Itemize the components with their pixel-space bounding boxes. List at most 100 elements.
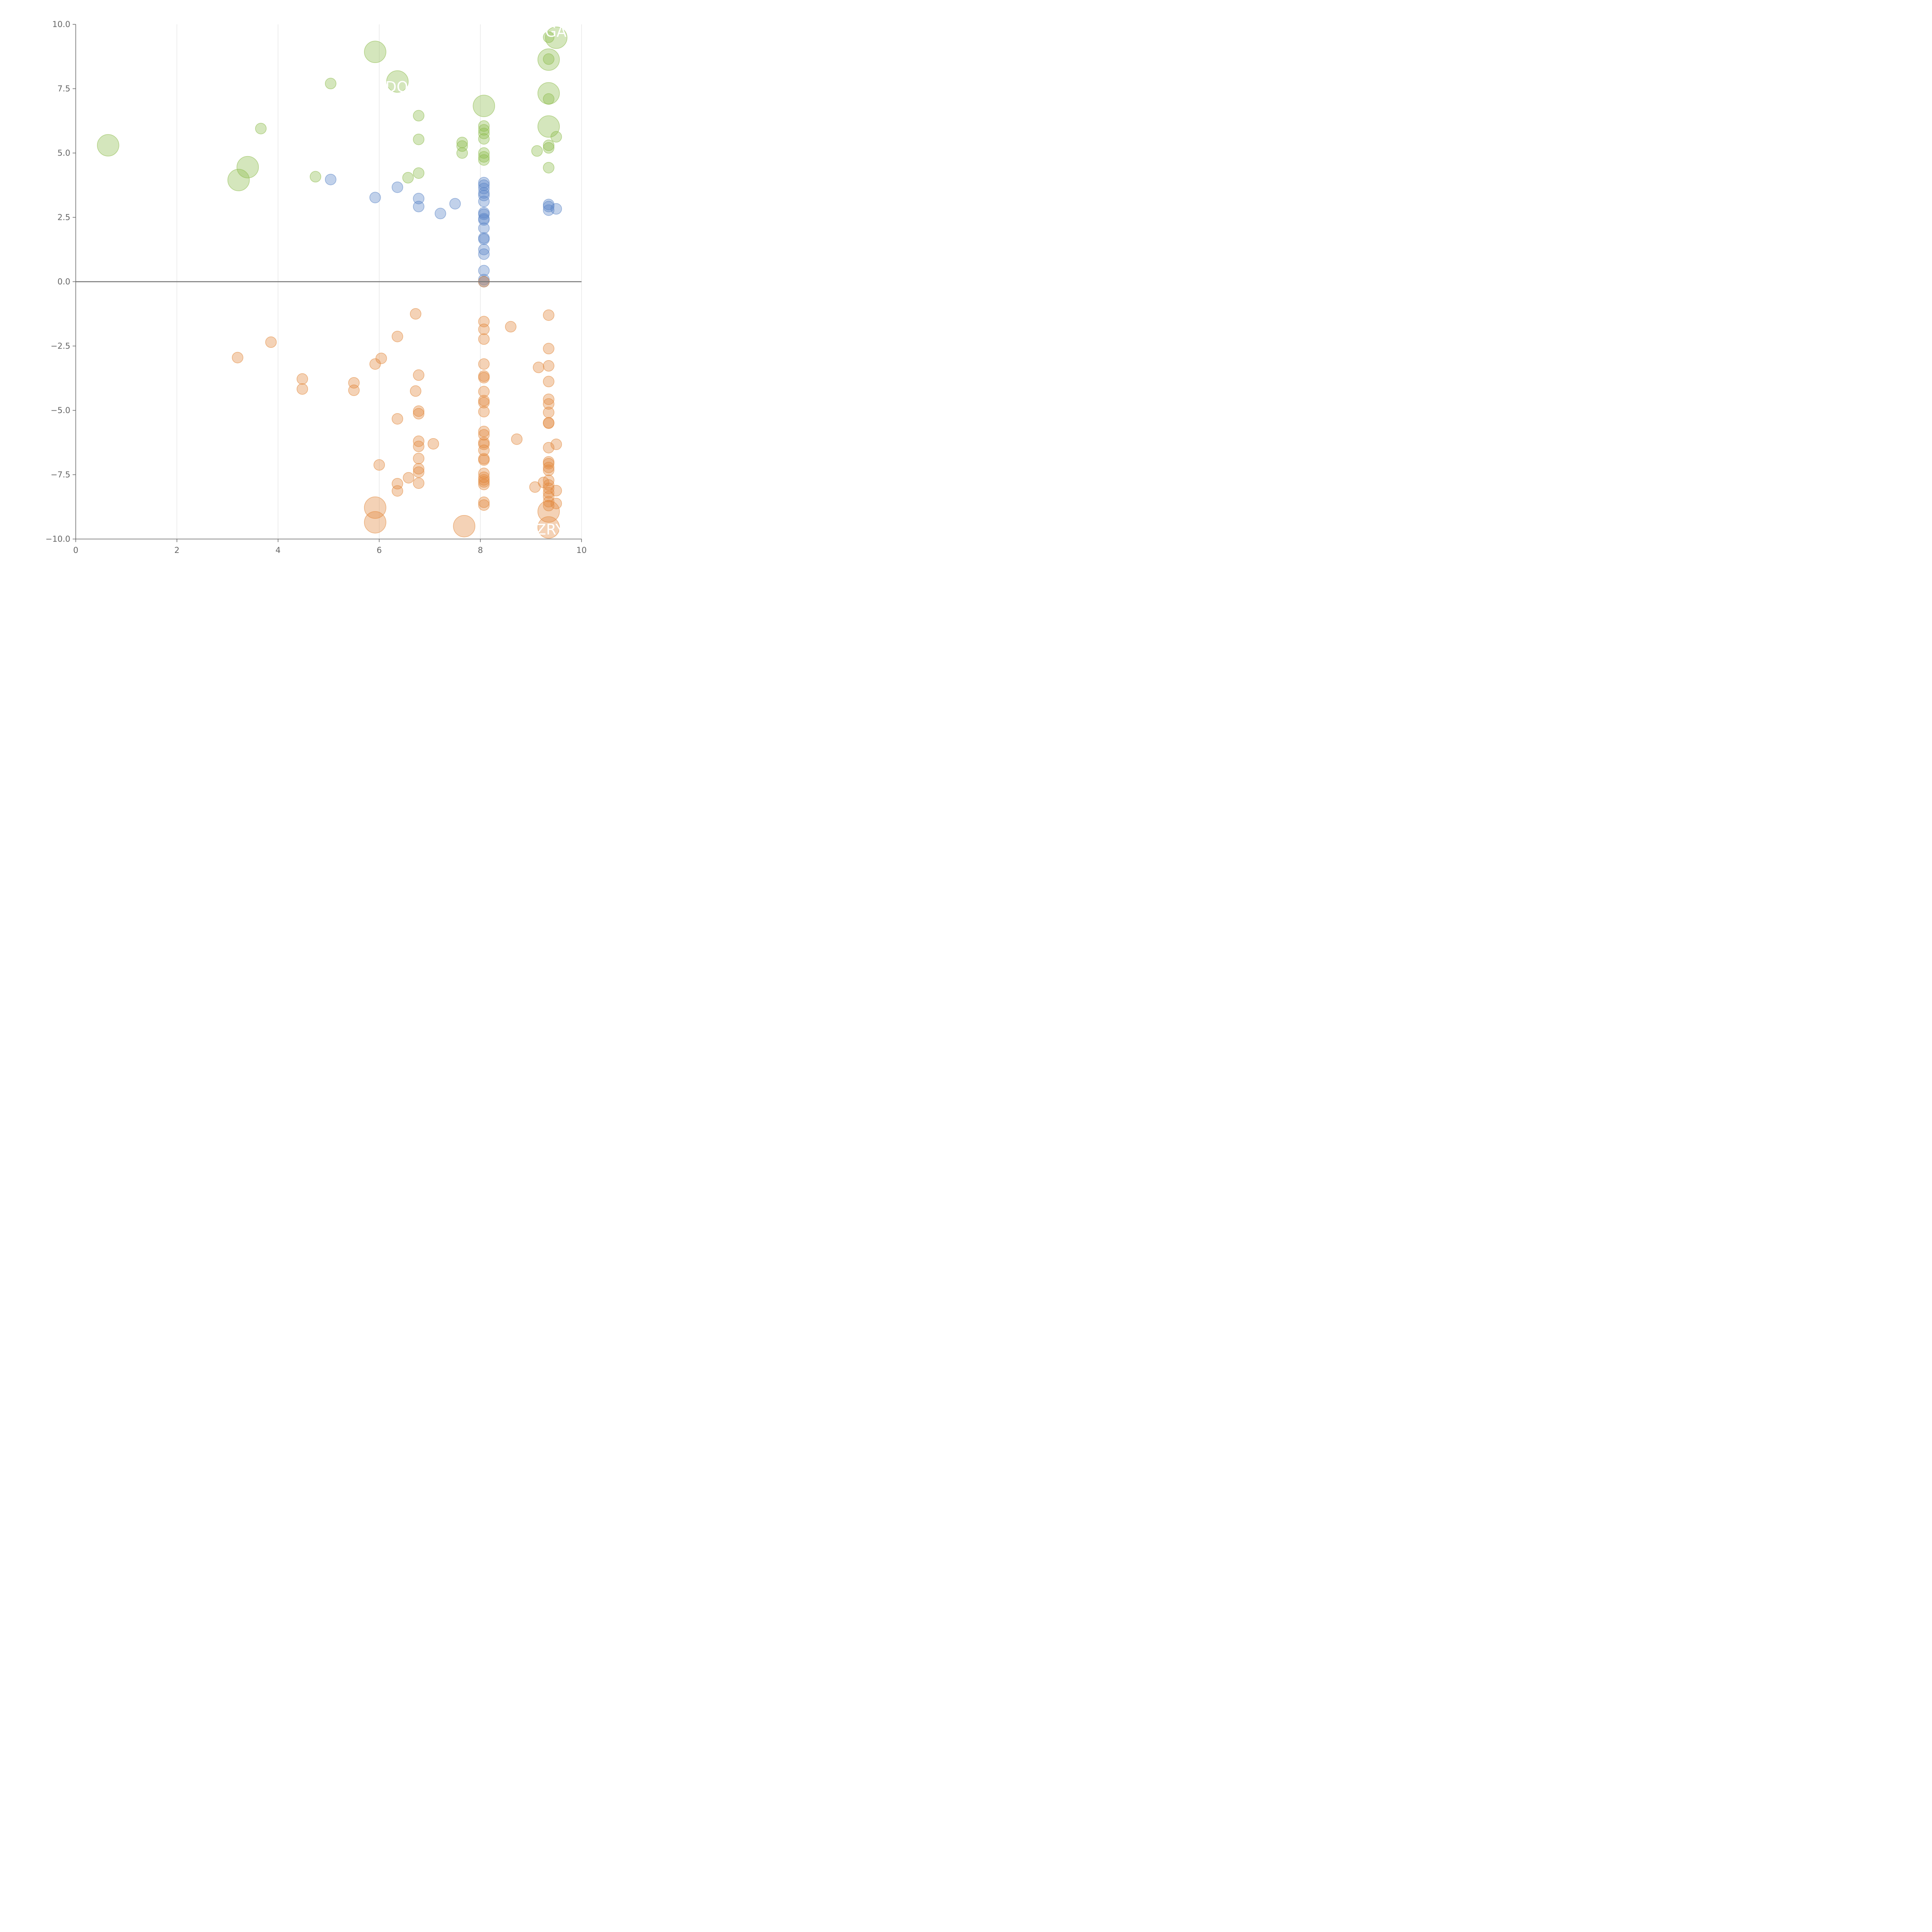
y-tick-label: −2.5 [51, 342, 70, 351]
data-point [478, 476, 490, 488]
data-point [325, 78, 337, 89]
data-point [543, 162, 554, 173]
data-point [453, 515, 476, 537]
data-point [369, 192, 381, 203]
data-point [473, 95, 495, 117]
data-point [550, 131, 562, 143]
data-point [543, 93, 554, 105]
bubble-annotation: DO [385, 78, 408, 95]
data-point [236, 156, 259, 179]
data-point [478, 183, 490, 194]
data-point [456, 140, 468, 152]
data-point [255, 122, 267, 134]
data-point [478, 190, 490, 201]
x-tick-label: 8 [478, 546, 483, 555]
data-point [478, 133, 490, 145]
x-tick-label: 10 [577, 546, 587, 555]
data-point [543, 360, 554, 372]
data-point [373, 459, 385, 471]
data-point [478, 479, 490, 490]
data-point [478, 233, 490, 245]
data-point [543, 462, 554, 473]
data-point [427, 438, 439, 450]
data-point [550, 439, 562, 450]
data-point [478, 372, 490, 384]
data-point [478, 147, 490, 159]
data-point [543, 398, 554, 410]
data-point [478, 333, 490, 345]
data-point [543, 204, 554, 216]
data-point [550, 485, 562, 497]
data-point [543, 201, 554, 213]
data-point [537, 48, 560, 71]
data-point [478, 154, 490, 166]
data-point [97, 134, 119, 156]
data-point [413, 201, 425, 213]
data-point [543, 500, 554, 512]
data-point [391, 485, 403, 497]
data-point [265, 336, 277, 348]
data-point [478, 497, 490, 508]
data-point [505, 321, 517, 333]
data-point [348, 384, 360, 396]
data-point [550, 203, 562, 215]
data-point [449, 198, 461, 209]
y-tick-label: −5.0 [51, 406, 70, 415]
data-point [478, 248, 490, 260]
data-point [413, 408, 425, 420]
data-point [413, 466, 425, 478]
data-point [478, 444, 490, 456]
data-point [478, 151, 490, 163]
data-point [543, 406, 554, 418]
data-point [227, 169, 250, 191]
data-point [402, 172, 414, 184]
data-point [413, 167, 425, 179]
data-point [537, 500, 560, 523]
bubble-annotation: GA [545, 23, 566, 40]
bubble-labels: GA DO ZRY [385, 23, 566, 538]
x-tick-label: 2 [174, 546, 179, 555]
data-point [543, 458, 554, 469]
data-point [478, 406, 490, 418]
y-tick-label: 0.0 [58, 277, 70, 286]
data-point [413, 477, 425, 489]
y-tick-label: 7.5 [58, 84, 70, 94]
data-point [413, 369, 425, 381]
data-point [456, 147, 468, 159]
data-point [478, 214, 490, 226]
data-point [478, 358, 490, 370]
data-point [478, 499, 490, 511]
data-point [386, 70, 409, 93]
data-point [543, 487, 554, 498]
data-point [478, 124, 490, 136]
data-point [478, 222, 490, 234]
data-point [543, 442, 554, 454]
data-point [413, 440, 425, 452]
data-point [543, 309, 554, 321]
data-point [543, 139, 554, 151]
data-point [391, 181, 403, 193]
data-point [543, 483, 554, 494]
data-point [369, 358, 381, 370]
data-point [413, 463, 425, 474]
data-point [531, 145, 543, 157]
data-point [391, 331, 403, 342]
data-point [296, 373, 308, 385]
bubbles [97, 26, 568, 539]
data-point [543, 376, 554, 388]
data-point [478, 323, 490, 335]
data-point [550, 498, 562, 509]
data-point [543, 496, 554, 508]
data-point [391, 413, 403, 425]
data-point [478, 244, 490, 255]
data-point [364, 511, 386, 534]
y-tick-label: 10.0 [52, 20, 70, 29]
data-point [413, 110, 425, 122]
data-point [543, 393, 554, 405]
data-point [413, 452, 425, 464]
y-tick-label: 5.0 [58, 148, 70, 158]
scatter-chart: −10.0 −7.5 −5.0 −2.5 0.0 2.5 5.0 7.5 10.0 0 2 4 6 8 10… [46, 20, 587, 555]
data-point [478, 397, 490, 408]
data-point [375, 352, 387, 364]
data-point [296, 383, 308, 395]
